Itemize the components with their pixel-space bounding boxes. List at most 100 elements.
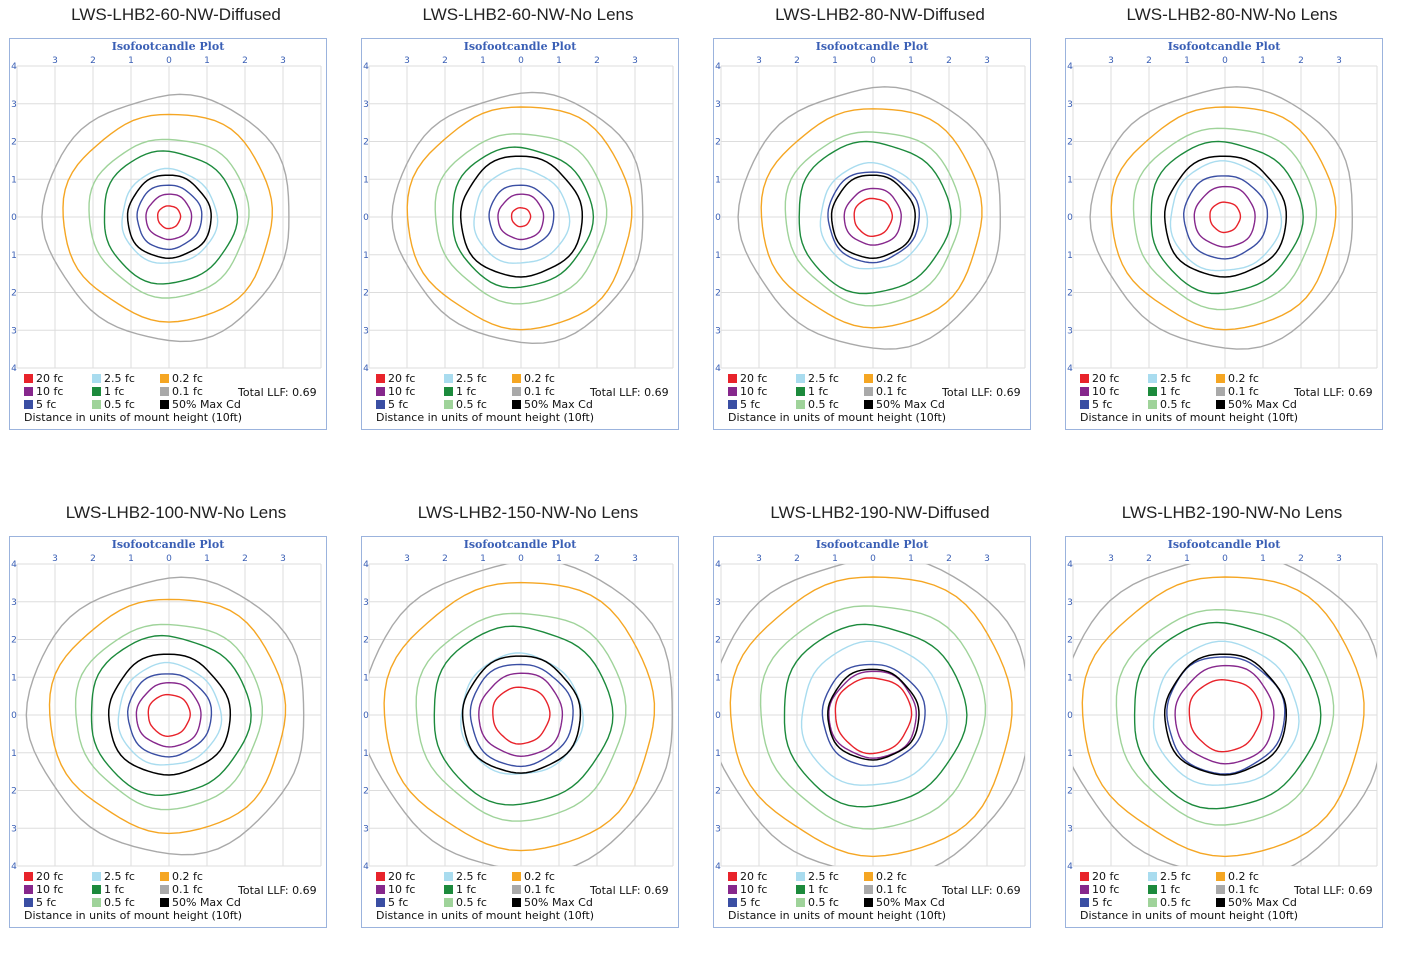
plot-frame: Isofootcandle Plot 3 2 1 0 1 2 3 4 3 2 1 0 1 2 3 4 Tota… xyxy=(1065,536,1383,928)
x-tick-label: 1 xyxy=(908,56,914,66)
x-tick-label: 2 xyxy=(242,554,248,564)
distance-note: Distance in units of mount height (10ft) xyxy=(728,909,947,922)
x-tick-label: 1 xyxy=(128,56,134,66)
legend-item: 0.1 fc xyxy=(864,385,907,398)
legend-swatch xyxy=(376,387,385,396)
legend-label: 1 fc xyxy=(808,883,829,896)
legend-label: 2.5 fc xyxy=(1160,372,1191,385)
contour-5-fc xyxy=(1166,656,1286,775)
contour-0-5-fc xyxy=(415,612,627,822)
legend-swatch xyxy=(24,374,33,383)
contour-0-5-fc xyxy=(434,133,608,305)
legend-label: 5 fc xyxy=(740,896,761,909)
legend-item: 0.5 fc xyxy=(444,896,487,909)
chart-title: LWS-LHB2-150-NW-No Lens xyxy=(417,503,639,522)
legend-item: 10 fc xyxy=(1080,883,1119,896)
legend: Total LLF: 0.69 Distance in units of mou… xyxy=(376,870,676,922)
contour-50-max-cd xyxy=(830,174,916,259)
contour-20-fc xyxy=(156,205,182,230)
legend-swatch xyxy=(512,885,521,894)
legend-item: 50% Max Cd xyxy=(160,398,241,411)
y-tick-label: 3 xyxy=(11,598,17,608)
x-tick-label: 2 xyxy=(242,56,248,66)
contour-0-5-fc xyxy=(74,623,264,811)
legend-swatch xyxy=(1148,387,1157,396)
contour-1-fc xyxy=(783,623,968,808)
x-tick-label: 2 xyxy=(90,554,96,564)
plot-title: Isofootcandle Plot xyxy=(815,40,929,53)
legend-label: 0.2 fc xyxy=(524,870,555,883)
legend-item: 5 fc xyxy=(376,896,408,909)
y-tick-label: 3 xyxy=(715,598,721,608)
contour-0-1-fc xyxy=(391,91,644,345)
total-llf: Total LLF: 0.69 xyxy=(590,386,669,399)
legend-item: 0.1 fc xyxy=(160,883,203,896)
y-tick-label: 1 xyxy=(715,673,721,683)
legend-swatch xyxy=(160,898,169,907)
contour-50-max-cd xyxy=(126,174,212,259)
legend-swatch xyxy=(864,898,873,907)
y-tick-label: 3 xyxy=(363,598,369,608)
legend: Total LLF: 0.69 Distance in units of mou… xyxy=(24,372,324,424)
contour-0-5-fc xyxy=(759,605,987,830)
contour-5-fc xyxy=(827,171,921,264)
legend-label: 5 fc xyxy=(36,896,57,909)
y-tick-label: 0 xyxy=(1067,711,1073,721)
legend-label: 0.1 fc xyxy=(1228,883,1259,896)
legend: Total LLF: 0.69 Distance in units of mou… xyxy=(376,372,676,424)
plot-frame: Isofootcandle Plot 3 2 1 0 1 2 3 4 3 2 1 0 1 2 3 4 Tota… xyxy=(1065,38,1383,430)
legend-swatch xyxy=(24,898,33,907)
legend-item: 0.2 fc xyxy=(512,870,555,883)
legend-item: 50% Max Cd xyxy=(864,896,945,909)
contour-50-max-cd xyxy=(1163,155,1288,278)
plot-title: Isofootcandle Plot xyxy=(1167,40,1281,53)
legend-label: 0.1 fc xyxy=(876,883,907,896)
legend-swatch xyxy=(864,872,873,881)
legend-swatch xyxy=(1080,387,1089,396)
legend-swatch xyxy=(1148,872,1157,881)
x-tick-label: 2 xyxy=(442,554,448,564)
y-tick-label: 1 xyxy=(1067,175,1073,185)
x-tick-label: 3 xyxy=(1336,56,1342,66)
plot-title: Isofootcandle Plot xyxy=(111,538,225,551)
legend-label: 1 fc xyxy=(808,385,829,398)
legend-item: 0.2 fc xyxy=(1216,372,1259,385)
legend-label: 0.2 fc xyxy=(1228,870,1259,883)
legend-item: 0.5 fc xyxy=(796,896,839,909)
contour-10-fc xyxy=(145,193,193,241)
legend-item: 20 fc xyxy=(24,372,63,385)
y-tick-label: 3 xyxy=(363,326,369,336)
legend-item: 2.5 fc xyxy=(444,372,487,385)
legend-label: 10 fc xyxy=(1092,883,1120,896)
total-llf: Total LLF: 0.69 xyxy=(590,884,669,897)
contour-5-fc xyxy=(1182,175,1269,260)
y-tick-label: 3 xyxy=(715,326,721,336)
legend-swatch xyxy=(796,872,805,881)
y-tick-label: 3 xyxy=(1067,100,1073,110)
legend-item: 0.1 fc xyxy=(512,385,555,398)
y-tick-label: 1 xyxy=(363,749,369,759)
legend-label: 0.1 fc xyxy=(876,385,907,398)
y-tick-label: 4 xyxy=(363,560,369,570)
y-tick-label: 2 xyxy=(1067,138,1073,148)
contour-0-1-fc xyxy=(1073,564,1377,866)
legend-swatch xyxy=(376,374,385,383)
legend-label: 10 fc xyxy=(36,385,64,398)
y-tick-label: 3 xyxy=(1067,824,1073,834)
chart-panel: LWS-LHB2-190-NW-No Lens Isofootcandle Pl… xyxy=(1056,498,1408,965)
legend-item: 0.2 fc xyxy=(864,870,907,883)
y-tick-label: 3 xyxy=(11,100,17,110)
legend-swatch xyxy=(1080,374,1089,383)
legend-item: 0.2 fc xyxy=(864,372,907,385)
y-tick-label: 4 xyxy=(363,862,369,872)
legend-item: 1 fc xyxy=(796,883,828,896)
legend-swatch xyxy=(444,400,453,409)
legend-item: 20 fc xyxy=(728,870,767,883)
legend-item: 0.2 fc xyxy=(512,372,555,385)
y-tick-label: 1 xyxy=(715,749,721,759)
legend-item: 0.1 fc xyxy=(1216,883,1259,896)
legend-label: 50% Max Cd xyxy=(524,896,593,909)
legend-item: 1 fc xyxy=(444,883,476,896)
distance-note: Distance in units of mount height (10ft) xyxy=(1080,411,1299,424)
y-tick-label: 4 xyxy=(715,560,721,570)
